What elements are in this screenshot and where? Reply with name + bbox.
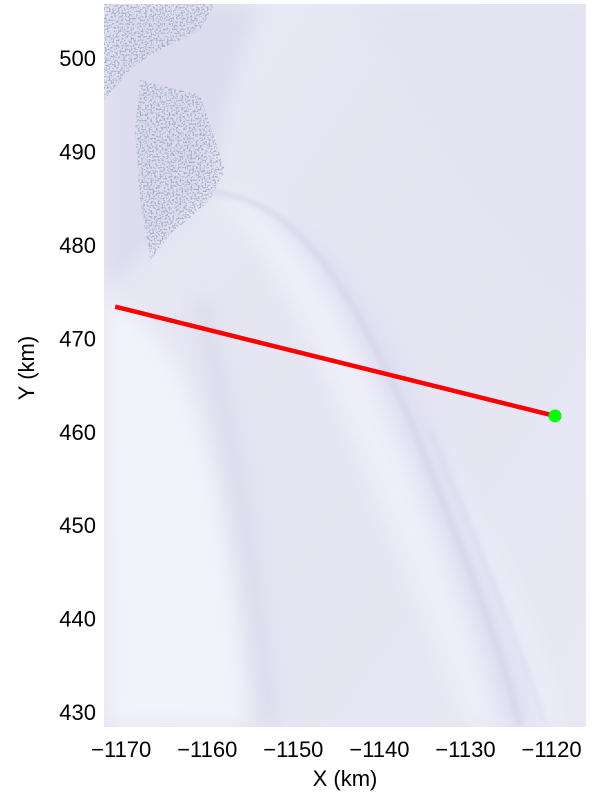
y-axis-label: Y (km)	[14, 336, 39, 400]
y-tick-label: 470	[59, 326, 96, 351]
x-tick-label: −1160	[177, 737, 237, 762]
y-tick-label: 430	[59, 700, 96, 725]
x-tick-label: −1150	[263, 737, 323, 762]
y-tick-label: 500	[59, 46, 96, 71]
y-tick-label: 450	[59, 513, 96, 538]
track-end-marker	[548, 409, 562, 423]
x-tick-label: −1130	[435, 737, 495, 762]
satellite-imagery	[104, 4, 586, 727]
x-axis-label: X (km)	[313, 766, 378, 791]
y-axis: 430 440 450 460 470 480 490 500	[59, 46, 96, 725]
y-tick-label: 460	[59, 420, 96, 445]
x-tick-label: −1140	[349, 737, 409, 762]
track-layer	[114, 304, 562, 423]
flight-track-line	[114, 304, 556, 419]
y-tick-label: 480	[59, 233, 96, 258]
x-tick-label: −1120	[521, 737, 581, 762]
x-axis: −1170 −1160 −1150 −1140 −1130 −1120	[91, 737, 582, 762]
y-tick-label: 490	[59, 140, 96, 165]
x-tick-label: −1170	[91, 737, 151, 762]
y-tick-label: 440	[59, 607, 96, 632]
